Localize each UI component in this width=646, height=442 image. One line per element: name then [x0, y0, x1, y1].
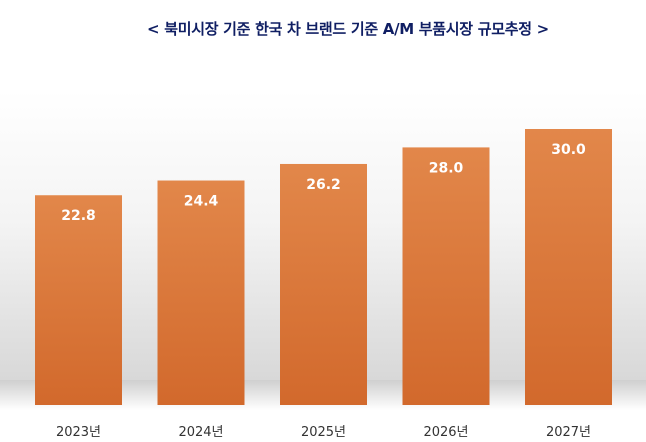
bar-0 [35, 195, 122, 405]
bar-1 [157, 180, 245, 405]
data-label-3: 28.0 [429, 160, 464, 176]
bar-3 [402, 147, 490, 405]
bar-4 [525, 129, 612, 405]
data-label-1: 24.4 [184, 194, 219, 210]
data-label-0: 22.8 [61, 208, 96, 224]
x-tick-label-2: 2025년 [301, 425, 346, 440]
data-label-4: 30.0 [551, 142, 586, 158]
x-tick-label-1: 2024년 [178, 425, 223, 440]
data-label-2: 26.2 [306, 177, 341, 193]
x-tick-label-4: 2027년 [546, 425, 591, 440]
x-tick-label-0: 2023년 [56, 425, 101, 440]
x-tick-label-3: 2026년 [423, 425, 468, 440]
bar-2 [280, 163, 367, 405]
chart-title: < 북미시장 기준 한국 차 브랜드 기준 A/M 부품시장 규모추정 > [147, 20, 549, 38]
